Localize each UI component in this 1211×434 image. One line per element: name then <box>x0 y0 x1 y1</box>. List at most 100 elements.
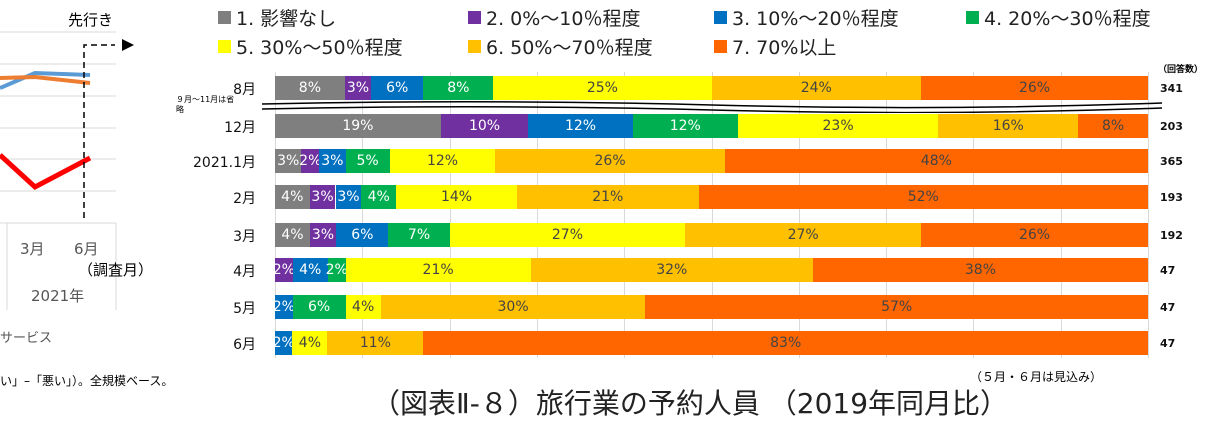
bar-segment: 2% <box>299 149 321 173</box>
gridline <box>624 72 626 358</box>
left-line-chart <box>0 31 134 310</box>
gridline <box>275 72 276 358</box>
legend-item: 7. 70%以上 <box>714 33 836 60</box>
bar-segment: 2% <box>273 295 295 319</box>
category-label: 5月 <box>233 301 256 317</box>
bar-segment: 3% <box>275 149 302 173</box>
legend-label: 5. 30%～50％程度 <box>236 37 403 59</box>
bar-segment: 8% <box>275 76 345 100</box>
bar-segment: 12% <box>389 149 496 173</box>
bar-segment: 4% <box>275 185 310 209</box>
bar-segment: 7% <box>388 223 450 247</box>
response-count: 47 <box>1160 337 1176 350</box>
x-axis-note: （調査月） <box>78 261 154 279</box>
legend-label: 3. 10%～20％程度 <box>732 8 899 30</box>
x-tick: 3月 <box>20 240 45 258</box>
legend-item: 4. 20%～30％程度 <box>966 4 1151 31</box>
bar-segment: 12% <box>632 114 738 138</box>
bar-segment: 21% <box>517 185 699 209</box>
bar-segment: 24% <box>711 76 922 100</box>
legend-item: 1. 影響なし <box>218 4 336 31</box>
legend-swatch <box>468 11 481 24</box>
bar-segment: 16% <box>938 114 1079 138</box>
chart-title: （図表Ⅱ-８）旅行業の予約人員 （2019年同月比） <box>372 387 1009 420</box>
bar-segment: 3% <box>335 185 362 209</box>
bar-segment: 5% <box>345 149 390 173</box>
forecast-label: 先行き <box>68 11 114 29</box>
category-label: 2021.1月 <box>193 155 256 171</box>
bar-segment: 14% <box>396 185 517 209</box>
gridline <box>536 72 538 358</box>
bar-segment: 57% <box>645 295 1148 319</box>
x-tick: 6月 <box>74 240 99 258</box>
legend-item: 2. 0%～10％程度 <box>468 4 641 31</box>
arrow-right-icon <box>122 39 134 51</box>
response-count: 365 <box>1160 155 1183 168</box>
legend-label: 6. 50%～70％程度 <box>486 37 653 59</box>
footnote: い」–「悪い」）。全規模ベース。 <box>0 374 174 388</box>
legend-swatch <box>468 40 481 53</box>
bar-segment: 26% <box>921 223 1148 247</box>
bar-segment: 48% <box>724 149 1148 173</box>
bar-segment: 83% <box>423 331 1148 355</box>
year-label: 2021年 <box>31 287 85 305</box>
gridline <box>886 72 888 358</box>
response-count: 192 <box>1160 229 1183 242</box>
category-label: 8月 <box>233 82 256 98</box>
bar-segment: 8% <box>1078 114 1148 138</box>
gridline <box>449 72 451 358</box>
bar-segment: 4% <box>345 295 381 319</box>
legend-swatch <box>218 11 231 24</box>
bar-segment: 21% <box>345 258 531 282</box>
bar-segment: 6% <box>292 295 346 319</box>
bar-segment: 27% <box>685 223 921 247</box>
bar-segment: 26% <box>921 76 1148 100</box>
category-label: 3月 <box>233 229 256 245</box>
category-label: 2月 <box>233 191 256 207</box>
legend-swatch <box>714 11 727 24</box>
bar-segment: 2% <box>326 258 348 282</box>
bar-segment: 4% <box>361 185 396 209</box>
gridline <box>1060 72 1062 358</box>
legend-item: 5. 30%～50％程度 <box>218 33 403 60</box>
legend-label: 4. 20%～30％程度 <box>984 8 1151 30</box>
bar-segment: 27% <box>449 223 686 247</box>
bar-segment: 3% <box>344 76 372 100</box>
legend-item: 3. 10%～20％程度 <box>714 4 899 31</box>
category-label: 12月 <box>224 120 256 136</box>
bar-segment: 3% <box>319 149 346 173</box>
legend-label: 2. 0%～10％程度 <box>486 8 641 30</box>
response-count: 341 <box>1160 82 1183 95</box>
legend-label: 7. 70%以上 <box>732 37 837 59</box>
bar-segment: 6% <box>336 223 389 247</box>
omitted-note: ９月～11月は省略 <box>176 95 235 114</box>
bar-segment: 2% <box>273 258 295 282</box>
response-count: 47 <box>1160 301 1176 314</box>
line-blue <box>0 70 91 90</box>
bar-segment: 30% <box>380 295 646 319</box>
bar-segment: 4% <box>292 258 328 282</box>
forecast-note: （５月・６月は見込み） <box>970 370 1103 384</box>
gridline <box>973 72 975 358</box>
gridline <box>711 72 713 358</box>
bar-segment: 26% <box>495 149 725 173</box>
axis-break <box>262 100 1162 113</box>
gridline <box>362 72 364 358</box>
gridline <box>1148 72 1149 358</box>
bar-segment: 38% <box>812 258 1148 282</box>
response-count: 47 <box>1160 264 1176 277</box>
bar-segment: 4% <box>292 331 328 355</box>
legend-swatch <box>714 40 727 53</box>
bar-segment: 2% <box>273 331 295 355</box>
category-label: 6月 <box>233 337 256 353</box>
bar-segment: 19% <box>275 114 441 138</box>
bar-segment: 8% <box>423 76 494 100</box>
bar-segment: 3% <box>309 223 337 247</box>
bar-segment: 52% <box>698 185 1148 209</box>
response-count: 203 <box>1160 120 1183 133</box>
line-red <box>0 153 92 191</box>
legend-item: 6. 50%～70％程度 <box>468 33 653 60</box>
bar-segment: 3% <box>309 185 336 209</box>
response-count: 193 <box>1160 191 1183 204</box>
category-label: 4月 <box>233 264 256 280</box>
